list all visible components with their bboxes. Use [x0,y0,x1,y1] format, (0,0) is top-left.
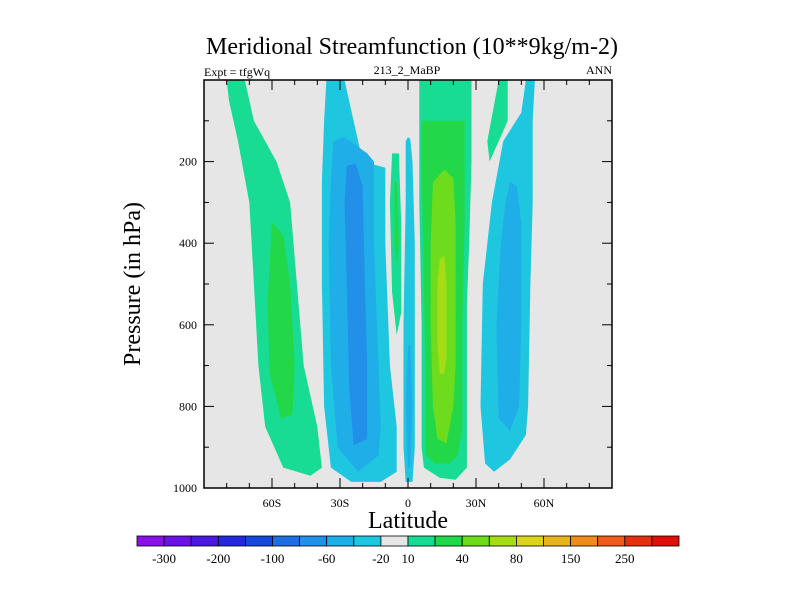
x-tick-label: 30N [466,496,487,510]
colorbar-label: -60 [318,551,335,566]
colorbar: -300 -200 -100 -60 -20 10 40 80 150 250 [136,535,680,566]
colorbar-swatch [488,535,517,547]
contour-region-nh-hadley-cell-core [437,255,447,374]
colorbar-swatch [597,535,626,547]
colorbar-label: 40 [456,551,469,566]
y-tick-label: 800 [179,399,197,413]
x-tick-label: 30S [331,496,350,510]
colorbar-swatch [326,535,355,547]
season-label: ANN [586,63,612,77]
colorbar-label: -300 [152,551,176,566]
colorbar-swatch [190,535,219,547]
experiment-label: Expt = tfgWq [204,65,270,79]
contour-region-sh-ferrel-cell-core [344,163,368,446]
colorbar-label: 250 [615,551,635,566]
colorbar-swatch [434,535,463,547]
colorbar-swatch [543,535,572,547]
colorbar-label: -100 [261,551,285,566]
y-tick-label: 200 [179,155,197,169]
contour-region-sh-polar-cell-core [267,222,295,419]
contour-region-eq-negative-strip-core [405,345,413,468]
colorbar-label: -200 [206,551,230,566]
colorbar-swatch [407,535,436,547]
colorbar-label: 80 [510,551,523,566]
x-tick-label: 60S [263,496,282,510]
colorbar-swatch [217,535,246,547]
colorbar-swatch [461,535,490,547]
y-axis-label: Pressure (in hPa) [120,202,146,366]
chart-title: Meridional Streamfunction (10**9kg/m-2) [206,34,618,60]
colorbar-label: -20 [372,551,389,566]
colorbar-swatch [244,535,273,547]
contour-region-nh-ferrel-cell-core [496,182,522,431]
axis-ticks: 60S 30S 0 30N 60N 200 400 600 800 1000 [173,80,612,510]
x-tick-label: 0 [405,496,411,510]
y-tick-label: 600 [179,318,197,332]
y-tick-label: 1000 [173,481,197,495]
contour-region-eq-positive-strip-core [394,182,399,264]
colorbar-swatch [299,535,328,547]
colorbar-swatch [380,535,409,547]
colorbar-swatch [163,535,192,547]
colorbar-swatch [651,535,680,547]
colorbar-swatch [570,535,599,547]
colorbar-swatch [624,535,653,547]
colorbar-swatch [353,535,382,547]
colorbar-label: 150 [561,551,581,566]
period-label: 213_2_MaBP [374,63,441,77]
colorbar-swatch [272,535,301,547]
colorbar-label: 10 [402,551,415,566]
contour-fills [226,80,535,482]
y-tick-label: 400 [179,236,197,250]
x-tick-label: 60N [534,496,555,510]
x-axis-label: Latitude [368,508,448,534]
colorbar-swatch [516,535,544,547]
contour-region-north-polar-strip [487,80,508,162]
colorbar-swatch [136,535,165,547]
